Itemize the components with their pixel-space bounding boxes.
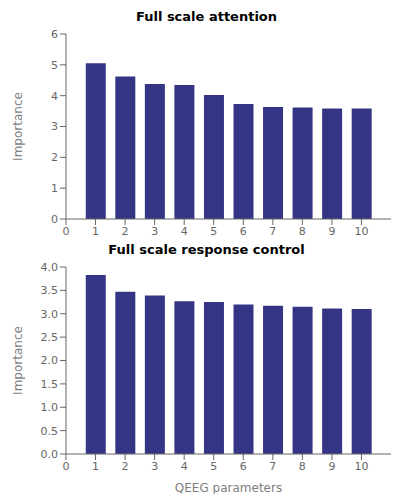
svg-text:2.0: 2.0 bbox=[41, 354, 59, 367]
svg-text:5: 5 bbox=[51, 59, 58, 72]
svg-text:0.5: 0.5 bbox=[41, 425, 59, 438]
svg-text:3.5: 3.5 bbox=[41, 284, 59, 297]
svg-text:0: 0 bbox=[51, 213, 58, 226]
svg-text:3.0: 3.0 bbox=[41, 308, 59, 321]
svg-text:1: 1 bbox=[92, 460, 99, 473]
svg-text:3: 3 bbox=[151, 225, 158, 238]
svg-text:7: 7 bbox=[269, 225, 276, 238]
svg-text:8: 8 bbox=[299, 225, 306, 238]
svg-text:6: 6 bbox=[51, 28, 58, 41]
svg-text:2: 2 bbox=[122, 460, 129, 473]
svg-text:0.0: 0.0 bbox=[41, 448, 59, 461]
svg-text:Importance: Importance bbox=[11, 326, 25, 395]
svg-text:5: 5 bbox=[210, 460, 217, 473]
svg-text:2: 2 bbox=[51, 151, 58, 164]
svg-text:6: 6 bbox=[240, 460, 247, 473]
svg-text:1.5: 1.5 bbox=[41, 378, 59, 391]
svg-text:6: 6 bbox=[240, 225, 247, 238]
svg-text:8: 8 bbox=[299, 460, 306, 473]
svg-text:4: 4 bbox=[181, 460, 188, 473]
svg-text:3: 3 bbox=[151, 460, 158, 473]
svg-text:9: 9 bbox=[328, 225, 335, 238]
svg-text:QEEG parameters: QEEG parameters bbox=[175, 481, 282, 494]
svg-text:Importance: Importance bbox=[11, 92, 25, 161]
svg-text:10: 10 bbox=[354, 225, 368, 238]
svg-text:5: 5 bbox=[210, 225, 217, 238]
svg-text:0: 0 bbox=[63, 225, 70, 238]
svg-text:0: 0 bbox=[63, 460, 70, 473]
svg-text:1: 1 bbox=[92, 225, 99, 238]
svg-text:4.0: 4.0 bbox=[41, 261, 59, 274]
html-text:Full scale attention: Full scale attention bbox=[136, 9, 277, 24]
svg-text:4: 4 bbox=[181, 225, 188, 238]
svg-text:1.0: 1.0 bbox=[41, 401, 59, 414]
svg-text:9: 9 bbox=[328, 460, 335, 473]
svg-text:1: 1 bbox=[51, 182, 58, 195]
svg-text:2: 2 bbox=[122, 225, 129, 238]
svg-text:4: 4 bbox=[51, 90, 58, 103]
svg-text:2.5: 2.5 bbox=[41, 331, 59, 344]
html-text:Full scale response control: Full scale response control bbox=[108, 242, 305, 257]
svg-text:10: 10 bbox=[354, 460, 368, 473]
svg-text:3: 3 bbox=[51, 120, 58, 133]
svg-text:7: 7 bbox=[269, 460, 276, 473]
